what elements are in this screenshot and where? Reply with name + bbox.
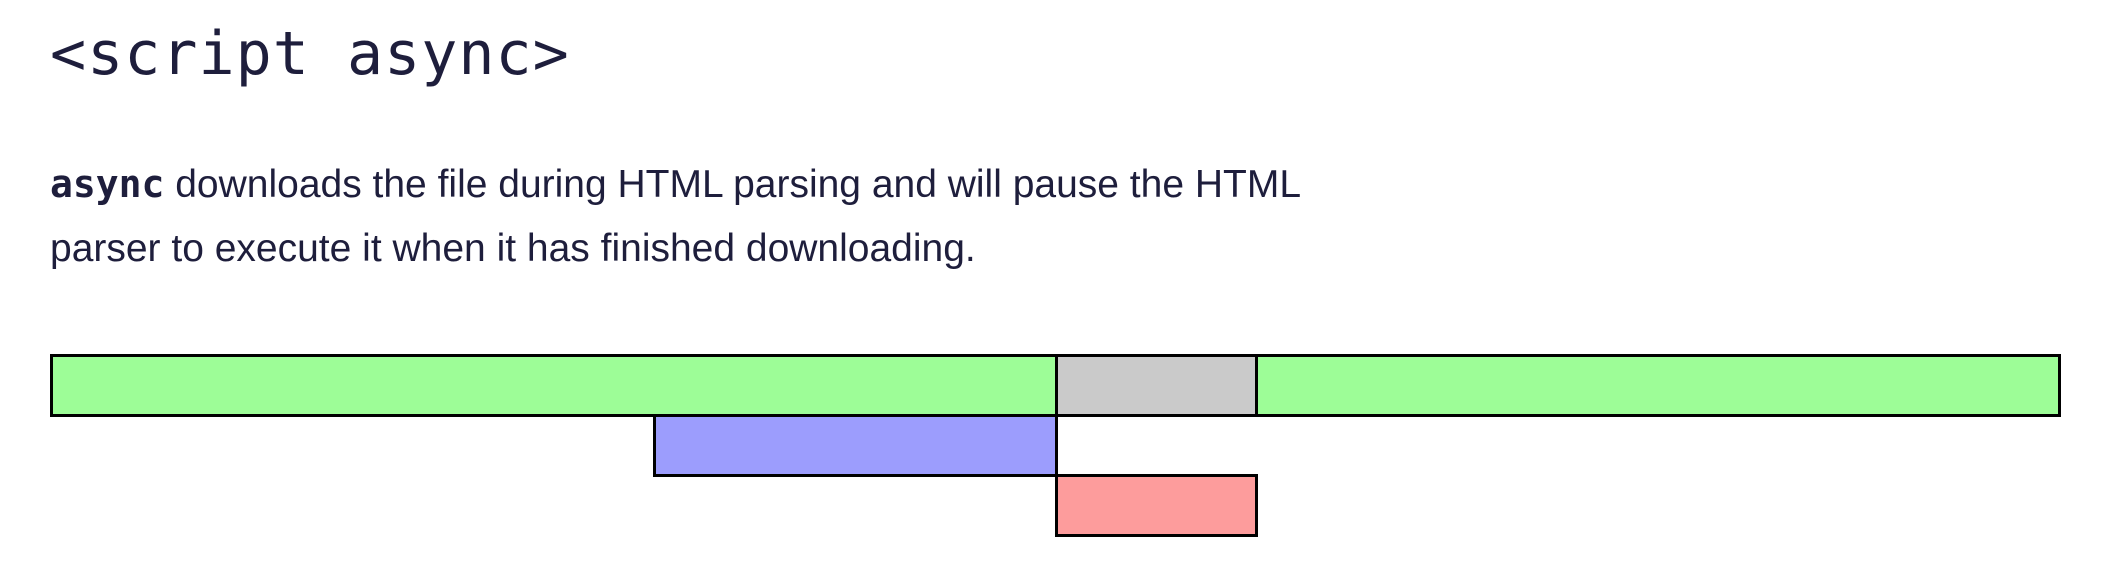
description-line-1: downloads the file during HTML parsing a… (164, 163, 1302, 206)
description-line-2: parser to execute it when it has finishe… (50, 227, 976, 270)
description-keyword: async (50, 162, 165, 206)
script-download-bar (653, 414, 1058, 477)
page-title: <script async> (50, 19, 570, 89)
html-parsing-bar (50, 354, 1058, 417)
script-execution-bar (1055, 474, 1258, 537)
html-parsing-resumed-bar (1255, 354, 2061, 417)
parser-paused-bar (1055, 354, 1258, 417)
description: async downloads the file during HTML par… (50, 152, 1450, 281)
